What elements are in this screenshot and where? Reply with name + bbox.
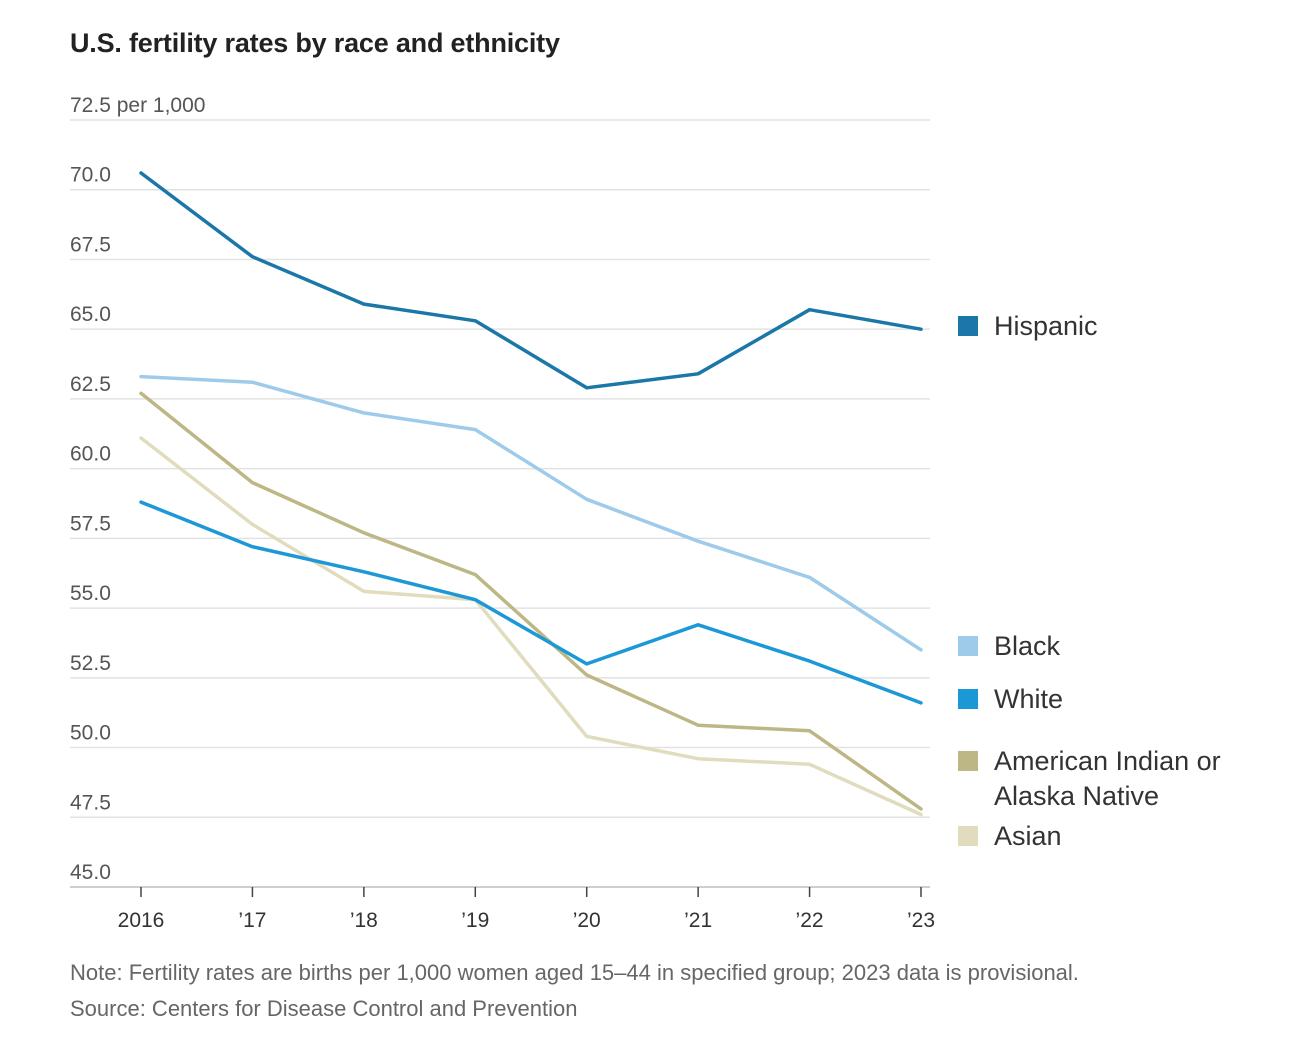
y-tick-label: 70.0 [70, 164, 111, 187]
chart-note: Note: Fertility rates are births per 1,0… [70, 960, 1079, 985]
chart-source: Source: Centers for Disease Control and … [70, 996, 578, 1021]
y-tick-label: 72.5 per 1,000 [70, 94, 205, 117]
x-tick-label: ’23 [907, 909, 935, 932]
y-tick-label: 65.0 [70, 303, 111, 326]
series-line-hispanic [139, 171, 923, 390]
series-line-white [139, 500, 923, 705]
legend-swatch-hispanic [958, 316, 978, 336]
legend-label-white: White [994, 684, 1064, 714]
legend-item-american-indian: American Indian or Alaska Native [958, 744, 1258, 814]
series-line-black [139, 374, 923, 652]
x-tick-label: ’19 [461, 909, 489, 932]
legend-swatch-american-indian [958, 751, 978, 771]
x-tick-label: 2016 [118, 909, 165, 932]
y-tick-label: 55.0 [70, 582, 111, 605]
x-tick-label: ’21 [684, 909, 712, 932]
legend-swatch-asian [958, 826, 978, 846]
legend-label-black: Black [994, 631, 1061, 661]
series-line-asian [139, 436, 923, 817]
x-tick-label: ’18 [350, 909, 378, 932]
y-axis-ticks: 45.0 47.5 50.0 52.5 55.0 57.5 60.0 62.5 65.0 67.5… [70, 94, 205, 884]
legend-label-american-indian: American Indian or Alaska Native [994, 746, 1221, 811]
y-tick-label: 62.5 [70, 373, 111, 396]
chart-title: U.S. fertility rates by race and ethnici… [70, 28, 560, 58]
y-tick-label: 47.5 [70, 791, 111, 814]
x-axis-ticks: 2016 ’17 ’18 ’19 ’20 ’21 ’22 ’23 [118, 887, 935, 932]
gridlines [70, 119, 930, 888]
legend-swatch-black [958, 636, 978, 656]
y-tick-label: 45.0 [70, 861, 111, 884]
y-tick-label: 60.0 [70, 443, 111, 466]
y-tick-label: 50.0 [70, 722, 111, 745]
legend-item-hispanic: Hispanic [958, 309, 1278, 344]
y-tick-label: 67.5 [70, 233, 111, 256]
legend-swatch-white [958, 689, 978, 709]
x-tick-label: ’22 [796, 909, 824, 932]
series-line-american-indian-or-alaska-native [139, 391, 923, 811]
y-tick-label: 57.5 [70, 512, 111, 535]
legend-item-white: White [958, 682, 1278, 717]
x-tick-label: ’20 [573, 909, 601, 932]
legend-item-black: Black [958, 629, 1278, 664]
legend-label-asian: Asian [994, 821, 1062, 851]
x-tick-label: ’17 [238, 909, 266, 932]
legend-item-asian: Asian [958, 819, 1278, 854]
y-tick-label: 52.5 [70, 652, 111, 675]
legend-label-hispanic: Hispanic [994, 311, 1098, 341]
series-lines [139, 171, 923, 817]
